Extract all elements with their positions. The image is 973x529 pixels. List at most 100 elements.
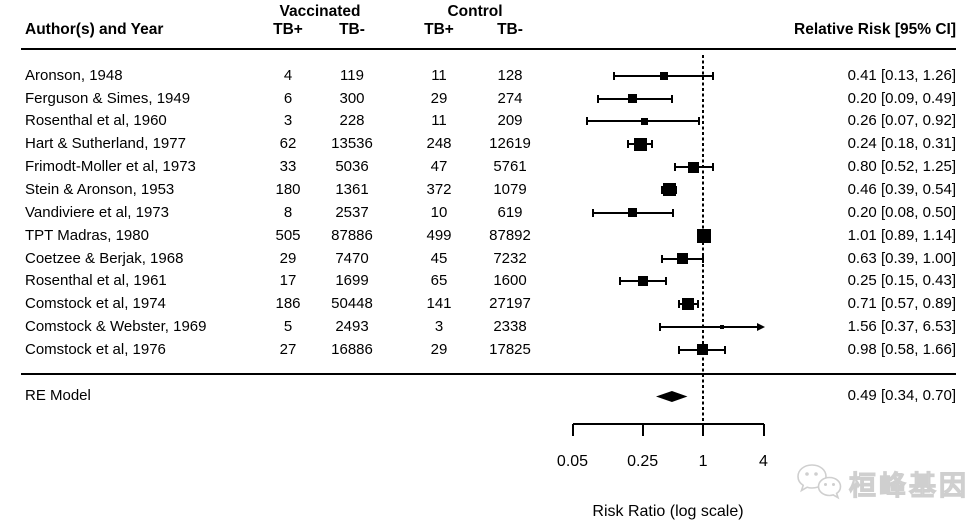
ci-cap-right: [698, 117, 701, 126]
rr-value: 0.26 [0.07, 0.92]: [847, 112, 956, 130]
x-axis-tick: [641, 424, 644, 436]
count-cell-vac_tb_neg: 13536: [331, 135, 373, 153]
watermark: 桓峰基因: [795, 462, 969, 504]
point-estimate-marker: [628, 94, 638, 104]
study-label: TPT Madras, 1980: [25, 226, 149, 244]
count-cell-vac_tb_pos: 6: [283, 89, 293, 107]
count-cell-ctl_tb_neg: 17825: [489, 340, 531, 358]
study-label: Hart & Sutherland, 1977: [25, 135, 186, 153]
count-cell-vac_tb_neg: 119: [340, 66, 364, 84]
count-cell-vac_tb_pos: 5: [283, 318, 293, 336]
count-cell-vac_tb_pos: 33: [279, 158, 297, 176]
rr-value: 0.24 [0.18, 0.31]: [847, 135, 956, 153]
ci-cap-right: [671, 208, 674, 217]
count-cell-ctl_tb_pos: 372: [426, 180, 452, 198]
count-cell-ctl_tb_pos: 10: [430, 203, 448, 221]
ci-cap-left: [586, 117, 589, 126]
ci-cap-left: [677, 300, 680, 309]
ci-cap-left: [619, 277, 622, 286]
count-cell-vac_tb_neg: 16886: [331, 340, 373, 358]
point-estimate-marker: [640, 117, 648, 125]
summary-diamond-marker: [656, 390, 688, 402]
ci-cap-right: [702, 254, 705, 263]
x-axis-tick-label: 4: [759, 453, 768, 470]
x-axis-line: [572, 423, 764, 425]
study-label: Comstock & Webster, 1969: [25, 318, 207, 336]
column-header-author: Author(s) and Year: [25, 21, 164, 38]
ci-cap-left: [658, 323, 661, 332]
rr-value: 0.71 [0.57, 0.89]: [847, 295, 956, 313]
study-label: Coetzee & Berjak, 1968: [25, 249, 184, 267]
point-estimate-marker: [660, 71, 669, 80]
study-label: Vandiviere et al, 1973: [25, 203, 169, 221]
count-cell-vac_tb_pos: 505: [275, 226, 301, 244]
column-header-vaccinated-tb-pos: TB+: [273, 21, 303, 38]
ci-cap-left: [661, 254, 664, 263]
ci-cap-left: [627, 140, 630, 149]
rr-value: 0.80 [0.52, 1.25]: [847, 158, 956, 176]
count-cell-vac_tb_pos: 29: [279, 249, 297, 267]
x-axis-tick-label: 0.05: [556, 453, 589, 470]
count-cell-ctl_tb_neg: 1079: [493, 180, 527, 198]
study-label: Stein & Aronson, 1953: [25, 180, 175, 198]
x-axis-tick: [702, 424, 705, 436]
rr-value: 0.41 [0.13, 1.26]: [847, 66, 956, 84]
count-cell-ctl_tb_neg: 27197: [489, 295, 531, 313]
count-cell-ctl_tb_pos: 47: [430, 158, 448, 176]
x-axis-tick: [571, 424, 574, 436]
count-cell-vac_tb_neg: 50448: [331, 295, 373, 313]
summary-divider: [21, 373, 956, 375]
ci-line: [659, 326, 764, 329]
rr-value: 1.56 [0.37, 6.53]: [847, 318, 956, 336]
study-label: Rosenthal et al, 1961: [25, 272, 167, 290]
count-cell-vac_tb_neg: 2537: [335, 203, 369, 221]
count-cell-ctl_tb_pos: 248: [426, 135, 452, 153]
summary-rr-value: 0.49 [0.34, 0.70]: [847, 387, 956, 404]
ci-cap-left: [613, 71, 616, 80]
ci-cap-left: [597, 94, 600, 103]
point-estimate-marker: [682, 298, 695, 311]
ci-cap-right: [651, 140, 654, 149]
study-label: Comstock et al, 1976: [25, 340, 166, 358]
column-header-control: Control: [447, 3, 503, 20]
ci-cap-right: [711, 163, 714, 172]
rr-value: 0.46 [0.39, 0.54]: [847, 180, 956, 198]
ci-cap-right: [670, 94, 673, 103]
count-cell-vac_tb_neg: 5036: [335, 158, 369, 176]
summary-label: RE Model: [25, 387, 91, 404]
rr-value: 0.98 [0.58, 1.66]: [847, 340, 956, 358]
watermark-text: 桓峰基因: [849, 470, 969, 501]
count-cell-vac_tb_pos: 4: [283, 66, 293, 84]
ci-cap-right: [724, 345, 727, 354]
study-label: Rosenthal et al, 1960: [25, 112, 167, 130]
count-cell-vac_tb_pos: 186: [275, 295, 301, 313]
count-cell-ctl_tb_pos: 11: [431, 66, 447, 84]
ci-cap-right: [696, 300, 699, 309]
study-label: Aronson, 1948: [25, 66, 123, 84]
count-cell-ctl_tb_neg: 7232: [493, 249, 527, 267]
count-cell-ctl_tb_pos: 65: [430, 272, 448, 290]
count-cell-vac_tb_pos: 62: [279, 135, 297, 153]
ci-cap-left: [678, 345, 681, 354]
x-axis-tick-label: 0.25: [627, 453, 659, 470]
count-cell-vac_tb_neg: 87886: [331, 226, 373, 244]
count-cell-ctl_tb_neg: 87892: [489, 226, 531, 244]
column-header-relative-risk: Relative Risk [95% CI]: [794, 21, 956, 38]
rr-value: 0.25 [0.15, 0.43]: [847, 272, 956, 290]
point-estimate-marker: [628, 208, 638, 218]
count-cell-vac_tb_pos: 180: [275, 180, 301, 198]
count-cell-vac_tb_neg: 1699: [335, 272, 369, 290]
ci-cap-left: [673, 163, 676, 172]
header-divider: [21, 48, 956, 50]
rr-value: 0.20 [0.09, 0.49]: [847, 89, 956, 107]
ci-cap-right: [675, 185, 678, 194]
x-axis-tick: [762, 424, 765, 436]
count-cell-vac_tb_pos: 3: [283, 112, 293, 130]
point-estimate-marker: [637, 276, 648, 287]
count-cell-vac_tb_pos: 17: [279, 272, 297, 290]
count-cell-ctl_tb_neg: 128: [497, 66, 523, 84]
x-axis-tick-label: 1: [698, 453, 708, 470]
count-cell-ctl_tb_neg: 619: [497, 203, 523, 221]
wechat-icon: [797, 464, 842, 500]
